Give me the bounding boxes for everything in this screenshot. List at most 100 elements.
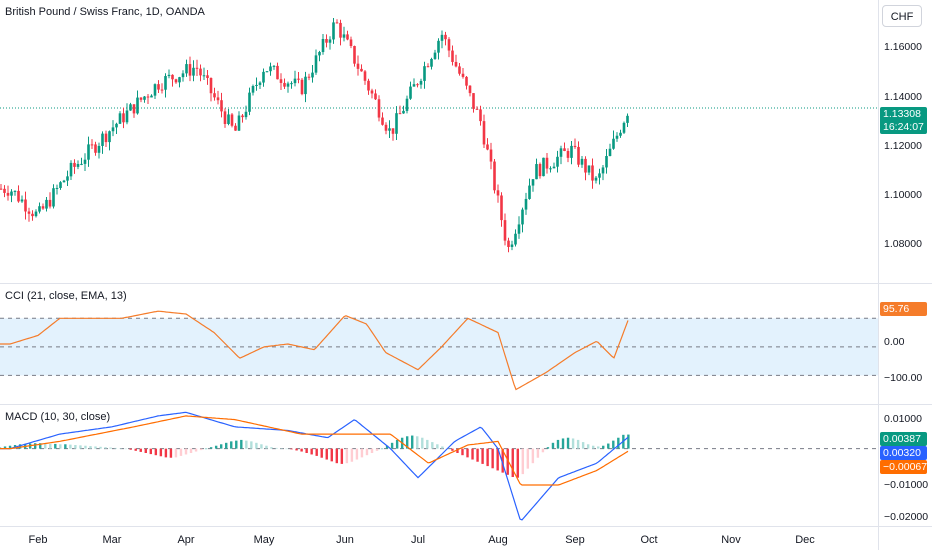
candle-body bbox=[157, 84, 160, 90]
candle-body bbox=[202, 75, 206, 77]
candle-body bbox=[104, 133, 108, 143]
cci-line bbox=[0, 310, 629, 391]
candle-body bbox=[272, 65, 276, 67]
candle-body bbox=[528, 185, 531, 199]
candle-body bbox=[584, 158, 587, 173]
time-axis-label: Feb bbox=[28, 534, 48, 546]
macd-axis-label: −0.02000 bbox=[884, 511, 929, 523]
macd-histogram-bar bbox=[44, 443, 47, 449]
macd-histogram-bar bbox=[501, 448, 504, 473]
macd-histogram-bar bbox=[8, 445, 12, 449]
candle-body bbox=[199, 68, 202, 76]
macd-histogram-bar bbox=[335, 448, 339, 464]
candle-body bbox=[209, 77, 213, 94]
macd-histogram-bar bbox=[194, 448, 198, 452]
candle-body bbox=[325, 39, 328, 43]
candle-body bbox=[307, 76, 311, 78]
candle-body bbox=[384, 124, 388, 131]
pane-separator[interactable] bbox=[0, 404, 932, 405]
macd-histogram-bar bbox=[290, 448, 293, 450]
price-pane[interactable]: British Pound / Swiss Franc, 1D, OANDA C… bbox=[0, 0, 932, 283]
candle-body bbox=[444, 34, 447, 40]
cci-chart[interactable] bbox=[0, 284, 878, 404]
candle-body bbox=[132, 104, 136, 114]
candle-body bbox=[402, 110, 405, 114]
candle-body bbox=[556, 156, 559, 167]
macd-chart[interactable] bbox=[0, 405, 878, 525]
macd-histogram-bar bbox=[164, 448, 168, 458]
macd-histogram-bar bbox=[411, 435, 414, 449]
candle-body bbox=[27, 211, 31, 214]
candle-body bbox=[493, 161, 496, 191]
macd-histogram-bar bbox=[139, 448, 142, 452]
candle-body bbox=[94, 144, 97, 153]
macd-histogram-bar bbox=[169, 448, 173, 458]
macd-histogram-bar bbox=[571, 438, 575, 449]
price-axis-label: 1.14000 bbox=[884, 91, 922, 103]
candle-body bbox=[167, 74, 171, 77]
candle-body bbox=[6, 192, 10, 196]
candle-body bbox=[479, 109, 482, 122]
signal-tag: −0.00067 bbox=[880, 460, 927, 474]
macd-histogram-bar bbox=[33, 443, 37, 449]
macd-histogram-bar bbox=[280, 448, 283, 449]
macd-histogram-bar bbox=[189, 448, 193, 453]
macd-histogram-bar bbox=[340, 448, 344, 464]
macd-histogram-bar bbox=[99, 446, 102, 449]
candle-body bbox=[542, 157, 545, 177]
time-axis-label: Aug bbox=[488, 534, 508, 546]
macd-axis-label: 0.01000 bbox=[884, 413, 922, 425]
candle-body bbox=[265, 71, 269, 73]
time-axis[interactable]: Feb Mar Apr May Jun Jul Aug Sep Oct Nov … bbox=[0, 526, 878, 550]
price-chart[interactable] bbox=[0, 0, 878, 283]
macd-histogram-bar bbox=[204, 448, 208, 450]
candle-body bbox=[321, 39, 325, 53]
candle-body bbox=[367, 80, 370, 91]
candle-body bbox=[164, 76, 167, 90]
candle-body bbox=[622, 122, 626, 133]
candle-body bbox=[388, 128, 391, 131]
candle-body bbox=[461, 73, 465, 77]
candle-body bbox=[374, 93, 377, 100]
candle-body bbox=[524, 198, 528, 210]
macd-pane[interactable]: MACD (10, 30, close) 0.01000 0.00387 0.0… bbox=[0, 405, 932, 525]
chart-title: British Pound / Swiss Franc, 1D, OANDA bbox=[5, 6, 205, 18]
candle-body bbox=[171, 74, 174, 80]
time-axis-label: Sep bbox=[565, 534, 585, 546]
candle-body bbox=[346, 34, 349, 40]
price-axis-border bbox=[878, 0, 879, 550]
macd-tag: 0.00320 bbox=[880, 446, 927, 460]
macd-histogram-bar bbox=[486, 448, 489, 467]
currency-button[interactable]: CHF bbox=[882, 5, 922, 27]
macd-histogram-bar bbox=[436, 444, 439, 449]
candle-body bbox=[409, 86, 412, 99]
macd-histogram-bar bbox=[134, 448, 137, 451]
time-axis-label: Nov bbox=[721, 534, 741, 546]
candle-body bbox=[241, 115, 244, 118]
candle-body bbox=[437, 40, 440, 53]
macd-histogram-bar bbox=[426, 439, 429, 449]
candle-body bbox=[139, 97, 143, 100]
cci-value-tag: 95.76 bbox=[880, 302, 927, 316]
histogram-tag: 0.00387 bbox=[880, 432, 927, 446]
macd-histogram-bar bbox=[84, 445, 87, 449]
candle-body bbox=[41, 206, 45, 209]
macd-histogram-bar bbox=[421, 437, 424, 449]
pane-separator[interactable] bbox=[0, 283, 932, 284]
macd-histogram-bar bbox=[591, 445, 595, 449]
candle-body bbox=[440, 34, 444, 41]
candle-body bbox=[489, 149, 493, 162]
time-axis-label: Jun bbox=[336, 534, 354, 546]
macd-histogram-bar bbox=[230, 441, 233, 449]
candle-body bbox=[216, 97, 220, 101]
candle-body bbox=[612, 138, 615, 149]
macd-histogram-bar bbox=[597, 446, 600, 449]
macd-histogram-bar bbox=[456, 448, 459, 453]
price-axis-label: 1.08000 bbox=[884, 238, 922, 250]
macd-histogram-bar bbox=[627, 434, 630, 449]
candle-body bbox=[31, 213, 34, 217]
cci-pane[interactable]: CCI (21, close, EMA, 13) 95.76 0.00 −100… bbox=[0, 284, 932, 404]
macd-histogram-bar bbox=[526, 448, 530, 469]
macd-histogram-bar bbox=[69, 444, 72, 449]
candle-body bbox=[314, 55, 318, 73]
